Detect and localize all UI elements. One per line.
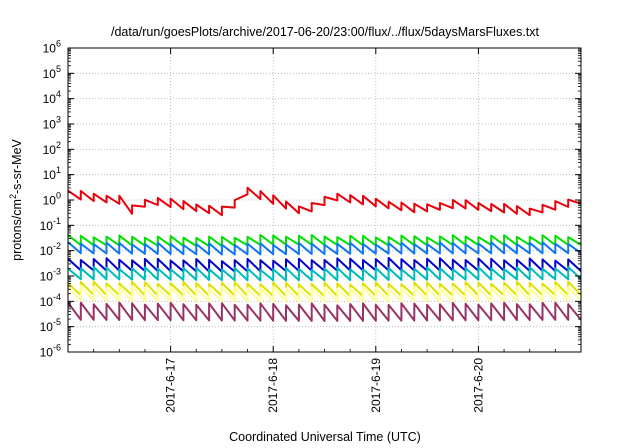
- y-axis-label-units: -s-sr-MeV: [10, 138, 24, 194]
- y-tick-label: 100: [43, 191, 61, 208]
- series-line: [67, 186, 582, 217]
- y-tick-exponent: 0: [56, 191, 61, 201]
- y-tick-label: 106: [43, 39, 61, 56]
- y-tick-label: 10-3: [40, 267, 61, 284]
- y-tick-base: 10: [43, 194, 57, 208]
- x-tick-label: 2017-6-19: [369, 358, 383, 413]
- y-tick-base: 10: [43, 118, 57, 132]
- y-tick-label: 104: [43, 89, 61, 106]
- y-tick-exponent: 1: [56, 165, 61, 175]
- y-tick-exponent: 2: [56, 140, 61, 150]
- y-tick-base: 10: [40, 219, 54, 233]
- y-tick-exponent: 5: [56, 64, 61, 74]
- series-line: [67, 265, 582, 282]
- y-tick-exponent: 3: [56, 115, 61, 125]
- y-tick-label: 101: [43, 165, 61, 182]
- y-tick-base: 10: [43, 143, 57, 157]
- x-axis-label: Coordinated Universal Time (UTC): [229, 430, 421, 444]
- series-layer: [67, 186, 582, 322]
- y-tick-label: 10-6: [40, 343, 61, 360]
- x-tick-label: 2017-6-18: [266, 358, 280, 413]
- y-tick-label: 102: [43, 140, 61, 157]
- y-tick-exponent: -5: [53, 317, 61, 327]
- series-line: [67, 284, 582, 303]
- y-tick-base: 10: [43, 42, 57, 56]
- series-line: [67, 241, 582, 256]
- y-tick-base: 10: [43, 67, 57, 81]
- y-tick-base: 10: [40, 320, 54, 334]
- y-tick-base: 10: [43, 168, 57, 182]
- y-tick-exponent: -1: [53, 216, 61, 226]
- y-tick-label: 10-2: [40, 241, 61, 258]
- y-tick-base: 10: [40, 270, 54, 284]
- y-axis-label-superscript: 2: [8, 194, 18, 199]
- y-tick-label: 103: [43, 115, 61, 132]
- y-tick-base: 10: [40, 244, 54, 258]
- y-tick-exponent: 6: [56, 39, 61, 49]
- y-tick-base: 10: [40, 295, 54, 309]
- y-tick-exponent: -2: [53, 241, 61, 251]
- y-tick-labels: 10-610-510-410-310-210-11001011021031041…: [40, 39, 61, 360]
- y-tick-exponent: -4: [53, 292, 61, 302]
- y-tick-label: 105: [43, 64, 61, 81]
- series-line: [67, 301, 582, 322]
- y-tick-base: 10: [40, 346, 54, 360]
- y-tick-label: 10-4: [40, 292, 61, 309]
- y-tick-exponent: -3: [53, 267, 61, 277]
- y-tick-exponent: -6: [53, 343, 61, 353]
- tick-marks: [68, 47, 581, 353]
- y-axis-label: protons/cm2-s-sr-MeV: [8, 138, 24, 260]
- x-tick-label: 2017-6-20: [471, 358, 485, 413]
- x-tick-labels: 2017-6-17 2017-6-18 2017-6-19 2017-6-20: [164, 358, 486, 413]
- y-tick-label: 10-5: [40, 317, 61, 334]
- y-tick-base: 10: [43, 92, 57, 106]
- y-tick-exponent: 4: [56, 89, 61, 99]
- y-axis-label-main: protons/cm: [10, 199, 24, 261]
- chart-title: /data/run/goesPlots/archive/2017-06-20/2…: [111, 25, 540, 39]
- y-tick-label: 10-1: [40, 216, 61, 233]
- x-tick-label: 2017-6-17: [164, 358, 178, 413]
